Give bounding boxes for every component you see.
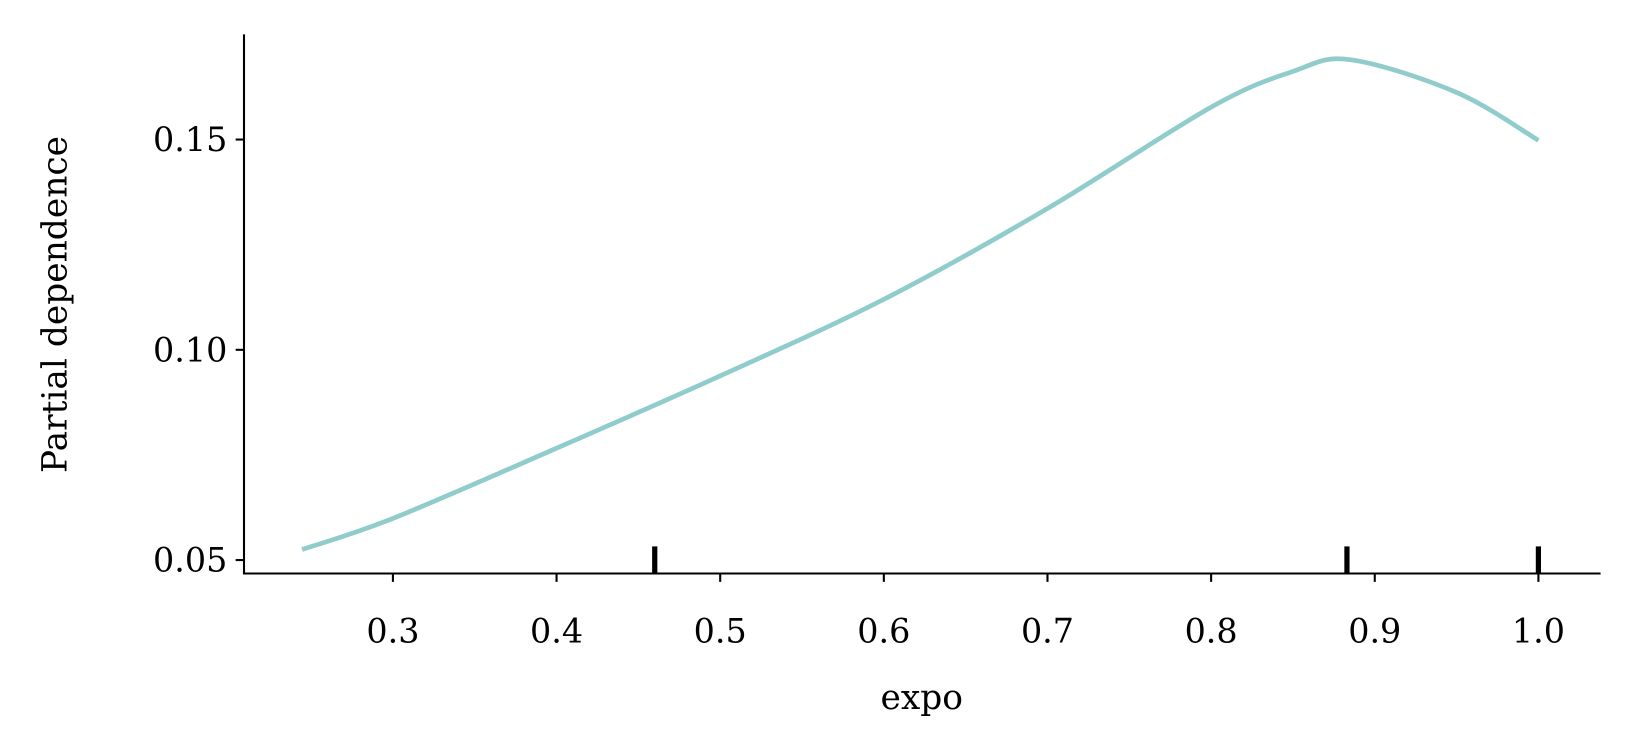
y-ticks: 0.05 0.10 0.15 [153,120,244,580]
x-tick-label: 0.4 [530,611,583,650]
y-tick-label: 0.05 [153,541,227,580]
x-tick-label: 1.0 [1512,611,1565,650]
series-layer [301,56,1540,552]
x-tick-label: 0.6 [857,611,910,650]
y-tick-label: 0.10 [153,330,227,369]
x-ticks: 0.3 0.4 0.5 0.6 0.7 0.8 0.9 1.0 [366,573,1565,650]
partial-dependence-line [301,56,1540,552]
x-tick-label: 0.8 [1185,611,1238,650]
y-axis-label: Partial dependence [36,136,76,473]
x-tick-label: 0.5 [694,611,747,650]
y-tick-label: 0.15 [153,120,227,159]
x-tick-label: 0.9 [1348,611,1401,650]
x-tick-label: 0.7 [1021,611,1074,650]
rug-marks [652,546,1542,574]
x-tick-label: 0.3 [366,611,419,650]
x-axis-label: expo [881,678,964,718]
